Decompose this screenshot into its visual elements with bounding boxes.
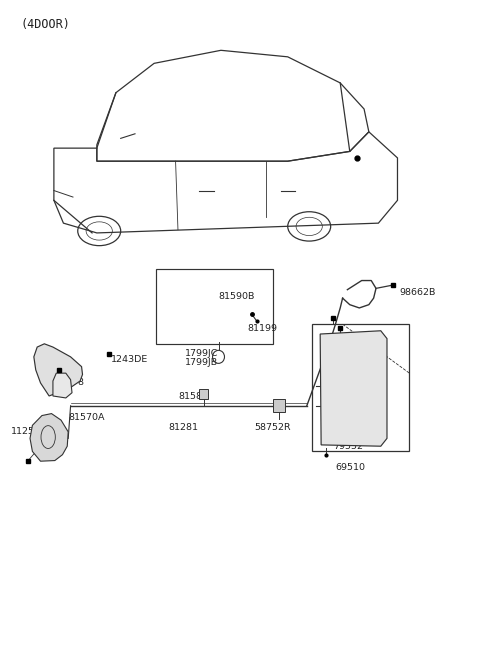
Polygon shape — [30, 413, 68, 461]
Text: 58752R: 58752R — [254, 422, 291, 432]
Text: 81590B: 81590B — [218, 291, 255, 301]
Bar — [312, 324, 409, 451]
Text: 1243DE: 1243DE — [111, 355, 148, 364]
Text: 81578: 81578 — [54, 379, 84, 388]
Text: 81281: 81281 — [168, 422, 198, 432]
Text: 98662B: 98662B — [400, 288, 436, 297]
Text: 81580: 81580 — [178, 392, 208, 401]
Bar — [199, 390, 208, 400]
Text: 1799JB: 1799JB — [185, 358, 218, 367]
Polygon shape — [320, 331, 387, 446]
Polygon shape — [34, 344, 83, 396]
Polygon shape — [53, 373, 72, 398]
Text: 87551: 87551 — [352, 367, 382, 377]
Text: 81199: 81199 — [247, 324, 277, 333]
Bar — [156, 269, 274, 344]
Text: 69510: 69510 — [336, 463, 365, 472]
Text: 81570A: 81570A — [68, 413, 105, 422]
Text: 1799JC: 1799JC — [185, 349, 218, 358]
Text: 79552: 79552 — [333, 441, 363, 451]
Text: 1125DA: 1125DA — [11, 427, 48, 436]
Text: (4DOOR): (4DOOR) — [21, 18, 71, 31]
Bar — [274, 400, 285, 412]
Text: 1125AD: 1125AD — [345, 341, 383, 350]
